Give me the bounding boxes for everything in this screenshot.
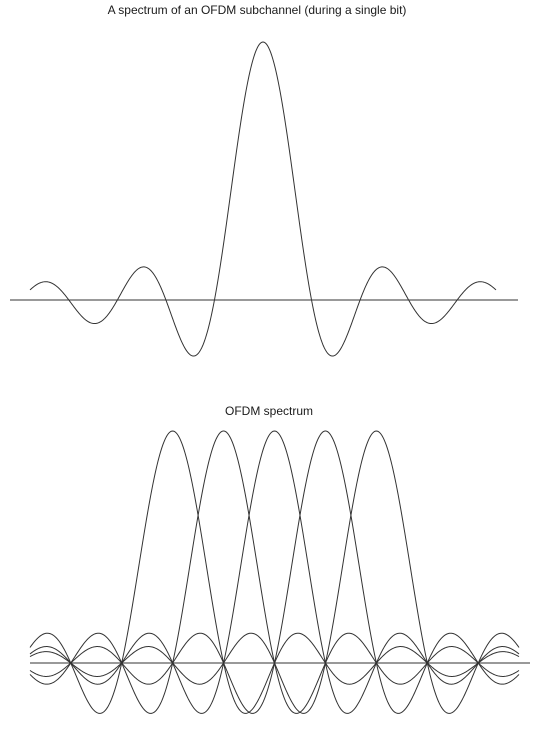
spectrum-curve-4 [29,430,520,714]
spectrum-curve-5 [29,430,520,714]
spectrum-curve-2 [29,430,520,714]
chart-title: A spectrum of an OFDM subchannel (during… [107,3,407,17]
spectrum-curve-3 [29,430,520,714]
spectrum-curve-1 [29,41,497,357]
subchannel-spectrum-chart [10,41,518,357]
chart-title: OFDM spectrum [224,404,313,418]
spectrum-curve-1 [29,430,520,714]
